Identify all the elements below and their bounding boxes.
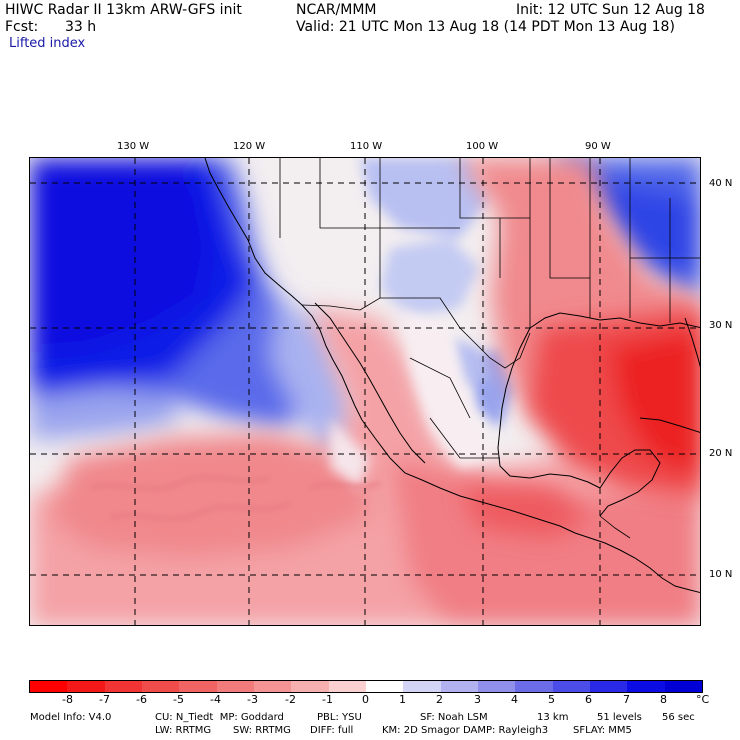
colorbar-swatch — [179, 681, 217, 692]
colorbar-swatch — [30, 681, 68, 692]
colorbar-label: -2 — [285, 693, 296, 706]
lat-label-30n: 30 N — [709, 320, 733, 331]
header-valid: Valid: 21 UTC Mon 13 Aug 18 (14 PDT Mon … — [296, 19, 675, 35]
colorbar-swatch — [552, 681, 590, 692]
coastlines — [204, 158, 700, 594]
contour-speckle — [89, 475, 381, 521]
colorbar-label: 4 — [511, 693, 518, 706]
model-info-time: 56 sec — [662, 712, 695, 723]
colorbar-label: -8 — [62, 693, 73, 706]
neutral-plateau — [330, 308, 490, 488]
stable-land-patches — [360, 158, 515, 428]
colorbar-label: 8 — [660, 693, 667, 706]
lat-label-40n: 40 N — [709, 178, 733, 189]
lon-label-120w: 120 W — [233, 141, 266, 152]
model-info-levels: 51 levels — [597, 712, 642, 723]
colorbar-label: 2 — [436, 693, 443, 706]
colorbar-swatch — [440, 681, 478, 692]
lon-label-100w: 100 W — [466, 141, 499, 152]
model-info-version: Model Info: V4.0 — [30, 712, 112, 723]
colorbar-label: -4 — [210, 693, 221, 706]
lon-label-130w: 130 W — [117, 141, 150, 152]
model-info-pbl: PBL: YSU — [317, 712, 362, 723]
colorbar-label: 6 — [585, 693, 592, 706]
colorbar-label: -7 — [99, 693, 110, 706]
graticule — [30, 158, 700, 625]
colorbar-swatch — [515, 681, 553, 692]
colorbar-swatch — [104, 681, 142, 692]
colorbar-swatch — [67, 681, 105, 692]
model-info-physics: CU: N_Tiedt MP: Goddard — [155, 712, 284, 723]
colorbar-swatch — [328, 681, 366, 692]
model-info-km: KM: 2D Smagor DAMP: Rayleigh3 — [382, 725, 549, 736]
model-info-sw: SW: RRTMG — [233, 725, 291, 736]
colorbar-label: -6 — [136, 693, 147, 706]
colorbar-swatch — [627, 681, 665, 692]
model-info-lw: LW: RRTMG — [155, 725, 212, 736]
lon-label-90w: 90 W — [585, 141, 611, 152]
colorbar-label: -1 — [322, 693, 333, 706]
header-title: HIWC Radar II 13km ARW-GFS init — [5, 2, 242, 18]
stable-ocean-region — [30, 158, 360, 458]
model-info-diff: DIFF: full — [310, 725, 354, 736]
model-info-resolution: 13 km — [537, 712, 569, 723]
lon-label-110w: 110 W — [350, 141, 383, 152]
map-canvas — [30, 158, 700, 625]
colorbar-label: 5 — [548, 693, 555, 706]
header-fcst-value: 33 h — [65, 19, 97, 35]
colorbar-label: 0 — [362, 693, 369, 706]
header-fcst-label: Fcst: — [5, 19, 39, 35]
header-center: NCAR/MMM — [296, 2, 377, 18]
model-info-sflay: SFLAY: MM5 — [573, 725, 632, 736]
colorbar-label: 3 — [474, 693, 481, 706]
field-name: Lifted index — [9, 36, 86, 51]
colorbar-swatch — [141, 681, 180, 692]
colorbar-label: 1 — [399, 693, 406, 706]
colorbar-swatch — [477, 681, 516, 692]
colorbar-unit: °C — [696, 693, 710, 706]
colorbar-swatch — [291, 681, 329, 692]
colorbar-swatch — [664, 681, 702, 692]
lat-label-20n: 20 N — [709, 448, 733, 459]
colorbar-label: -3 — [247, 693, 258, 706]
colorbar-swatch — [365, 681, 404, 692]
colorbar-swatch — [253, 681, 292, 692]
colorbar-label: 7 — [623, 693, 630, 706]
colorbar-label: -5 — [173, 693, 184, 706]
colorbar-swatch — [403, 681, 441, 692]
political-borders — [279, 158, 700, 539]
lat-label-10n: 10 N — [709, 569, 733, 580]
header-init: Init: 12 UTC Sun 12 Aug 18 — [516, 2, 705, 18]
colorbar — [29, 680, 703, 693]
lifted-index-map — [29, 157, 701, 626]
colorbar-swatch — [216, 681, 254, 692]
strong-unstable-region — [460, 308, 700, 538]
model-info-sf: SF: Noah LSM — [420, 712, 488, 723]
colorbar-swatch — [589, 681, 628, 692]
